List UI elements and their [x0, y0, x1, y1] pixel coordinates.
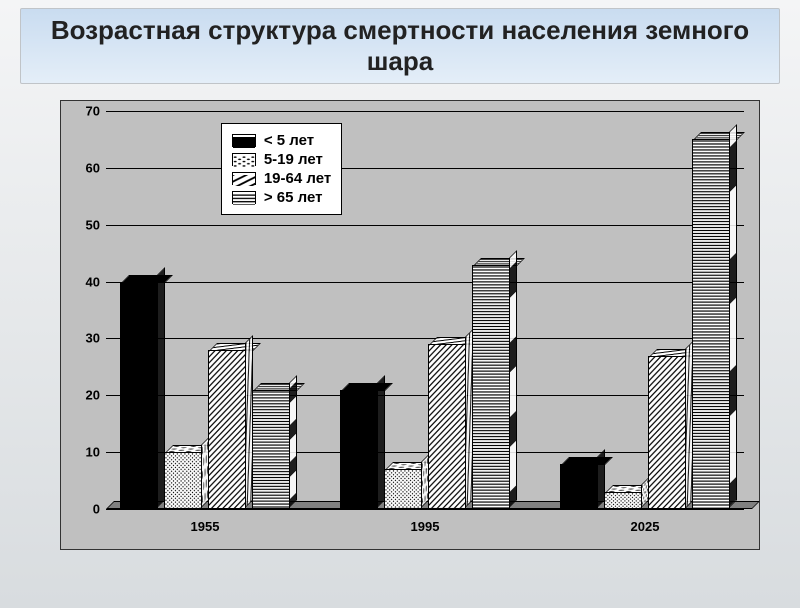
legend-item: 19-64 лет [232, 170, 331, 187]
bar [164, 452, 202, 509]
gridline [106, 111, 744, 112]
chart-area: 0 10 20 30 40 50 60 70 1955 1995 2025 < 5 лет 5-19 л… [60, 100, 760, 550]
ytick-label: 50 [86, 217, 100, 232]
ytick-label: 30 [86, 331, 100, 346]
gridline [106, 225, 744, 226]
ytick-label: 40 [86, 274, 100, 289]
plot-area: 010203040506070195519952025< 5 лет5-19 л… [106, 111, 744, 509]
bar [120, 282, 158, 509]
bar [384, 469, 422, 509]
legend-swatch [232, 172, 256, 185]
gridline [106, 168, 744, 169]
bar [604, 492, 642, 509]
ytick-label: 70 [86, 104, 100, 119]
legend-item: > 65 лет [232, 189, 331, 206]
legend-label: < 5 лет [264, 132, 314, 149]
ytick-label: 10 [86, 445, 100, 460]
legend-swatch [232, 191, 256, 204]
chart-title: Возрастная структура смертности населени… [31, 15, 769, 77]
bar [648, 356, 686, 510]
legend-item: < 5 лет [232, 132, 331, 149]
bar [340, 390, 378, 509]
legend-label: > 65 лет [264, 189, 323, 206]
legend-item: 5-19 лет [232, 151, 331, 168]
legend: < 5 лет 5-19 лет 19-64 лет > 65 лет [221, 123, 342, 215]
xtick-label: 1955 [191, 519, 220, 534]
bar [208, 350, 246, 509]
gridline [106, 509, 744, 510]
legend-swatch [232, 134, 256, 147]
gridline [106, 282, 744, 283]
ytick-label: 60 [86, 160, 100, 175]
ytick-label: 20 [86, 388, 100, 403]
bar [560, 464, 598, 509]
bar [472, 265, 510, 509]
bar [252, 390, 290, 509]
chart-title-box: Возрастная структура смертности населени… [20, 8, 780, 84]
bar [428, 344, 466, 509]
xtick-label: 1995 [411, 519, 440, 534]
legend-label: 19-64 лет [264, 170, 331, 187]
legend-swatch [232, 153, 256, 166]
legend-label: 5-19 лет [264, 151, 323, 168]
ytick-label: 0 [93, 502, 100, 517]
gridline [106, 338, 744, 339]
bar [692, 139, 730, 509]
xtick-label: 2025 [631, 519, 660, 534]
